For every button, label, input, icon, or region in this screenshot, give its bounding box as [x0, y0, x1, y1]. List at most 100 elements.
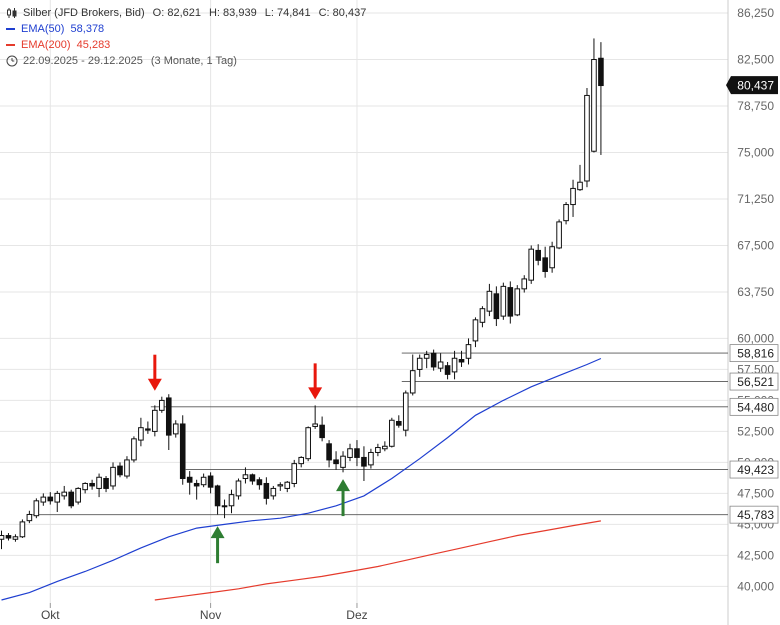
candle	[361, 446, 367, 481]
candle-body-up	[409, 370, 416, 394]
candle-body-up	[514, 288, 521, 316]
candle	[26, 510, 33, 524]
candle	[96, 473, 102, 498]
candle-body-up	[40, 496, 47, 503]
candle	[423, 350, 430, 369]
open-value: 82,621	[167, 7, 201, 19]
candle-body-up	[277, 484, 284, 487]
candle	[395, 415, 402, 428]
x-tick-label: Okt	[41, 608, 60, 622]
candle-body-up	[500, 285, 507, 317]
candle	[389, 417, 395, 448]
candle-body-up	[479, 308, 486, 323]
y-axis: 40,00042,50045,00047,50050,00052,50055,0…	[726, 6, 779, 593]
candle	[591, 38, 597, 153]
candle	[465, 338, 472, 365]
signal-arrows	[147, 354, 351, 564]
candle	[19, 519, 26, 539]
candle	[500, 282, 507, 320]
level-label-box	[729, 372, 779, 391]
candle-body-up	[110, 466, 116, 487]
level-label-box	[729, 344, 779, 363]
y-tick-label: 47,500	[737, 486, 774, 500]
candle	[312, 405, 318, 429]
candle-body-up	[437, 361, 444, 369]
candle	[556, 219, 562, 250]
candle-body-up	[570, 187, 576, 206]
y-tick-label: 42,500	[737, 548, 774, 562]
down-arrow	[308, 363, 323, 400]
candle	[375, 443, 381, 457]
candle	[298, 456, 305, 468]
legend-instrument-row: Silber (JFD Brokers, Bid) O: 82,621 H: 8…	[6, 5, 366, 21]
ema50-line	[1, 357, 602, 601]
ema50-value: 58,378	[70, 23, 105, 35]
candle	[61, 485, 68, 500]
candle	[277, 482, 284, 491]
instrument-name: Silber (JFD Brokers, Bid)	[23, 7, 145, 19]
candle	[577, 164, 583, 191]
candle	[131, 436, 137, 463]
down-arrow-head	[308, 387, 323, 400]
candle-body-up	[152, 409, 158, 432]
candle	[249, 473, 256, 485]
candle-body-down	[193, 482, 200, 487]
candle	[193, 479, 200, 500]
candle	[472, 317, 479, 348]
up-arrow-head	[210, 526, 225, 539]
candle-body-down	[542, 257, 548, 272]
candle	[12, 534, 19, 542]
candle-body-down	[444, 365, 451, 375]
candle-body-up	[521, 278, 528, 290]
candle	[40, 493, 47, 506]
candle-body-up	[291, 463, 298, 484]
candle-body-up	[0, 535, 5, 540]
candle	[221, 499, 228, 519]
candle-body-up	[96, 476, 102, 489]
candle-body-up	[347, 448, 353, 458]
candle-body-up	[284, 481, 291, 489]
open-label: O:	[152, 7, 165, 19]
candle-body-up	[19, 521, 26, 538]
candle-body-up	[423, 354, 430, 359]
x-axis: Okt Nov Dez	[41, 603, 368, 622]
candle-body-down	[249, 474, 256, 482]
candle	[598, 42, 604, 155]
ema50-path	[1, 357, 602, 601]
candle	[263, 477, 270, 505]
candle	[228, 489, 235, 514]
candle-body-up	[221, 505, 228, 508]
candle-body-up	[382, 445, 388, 450]
candle	[284, 480, 291, 493]
level-label-box	[729, 505, 779, 524]
level-label: 58,816	[737, 347, 774, 361]
period-label: (3 Monate, 1 Tag)	[150, 55, 237, 67]
candle-body-down	[493, 293, 500, 320]
candle	[242, 467, 249, 484]
candle	[75, 487, 81, 505]
candle-body-down	[430, 352, 437, 368]
candle	[89, 479, 95, 490]
candle	[584, 88, 590, 188]
candle	[402, 390, 409, 437]
candle-body-down	[333, 459, 339, 465]
candle	[186, 471, 193, 495]
candle	[347, 443, 353, 462]
ema200-path	[154, 520, 601, 601]
candle-body-up	[172, 423, 179, 435]
level-label: 56,521	[737, 375, 774, 389]
candle	[200, 473, 207, 488]
candle-body-down	[395, 420, 402, 426]
candle	[451, 350, 458, 380]
candle	[507, 281, 514, 324]
candle-body-up	[61, 491, 68, 497]
high-label: H:	[208, 7, 220, 19]
candle	[33, 498, 40, 519]
candle-body-up	[305, 427, 311, 460]
candle-body-up	[270, 487, 277, 497]
candle-body-up	[82, 482, 88, 491]
candle	[47, 492, 54, 505]
legend-ema50-row: EMA(50) 58,378	[6, 21, 366, 37]
ema50-swatch	[6, 28, 15, 30]
